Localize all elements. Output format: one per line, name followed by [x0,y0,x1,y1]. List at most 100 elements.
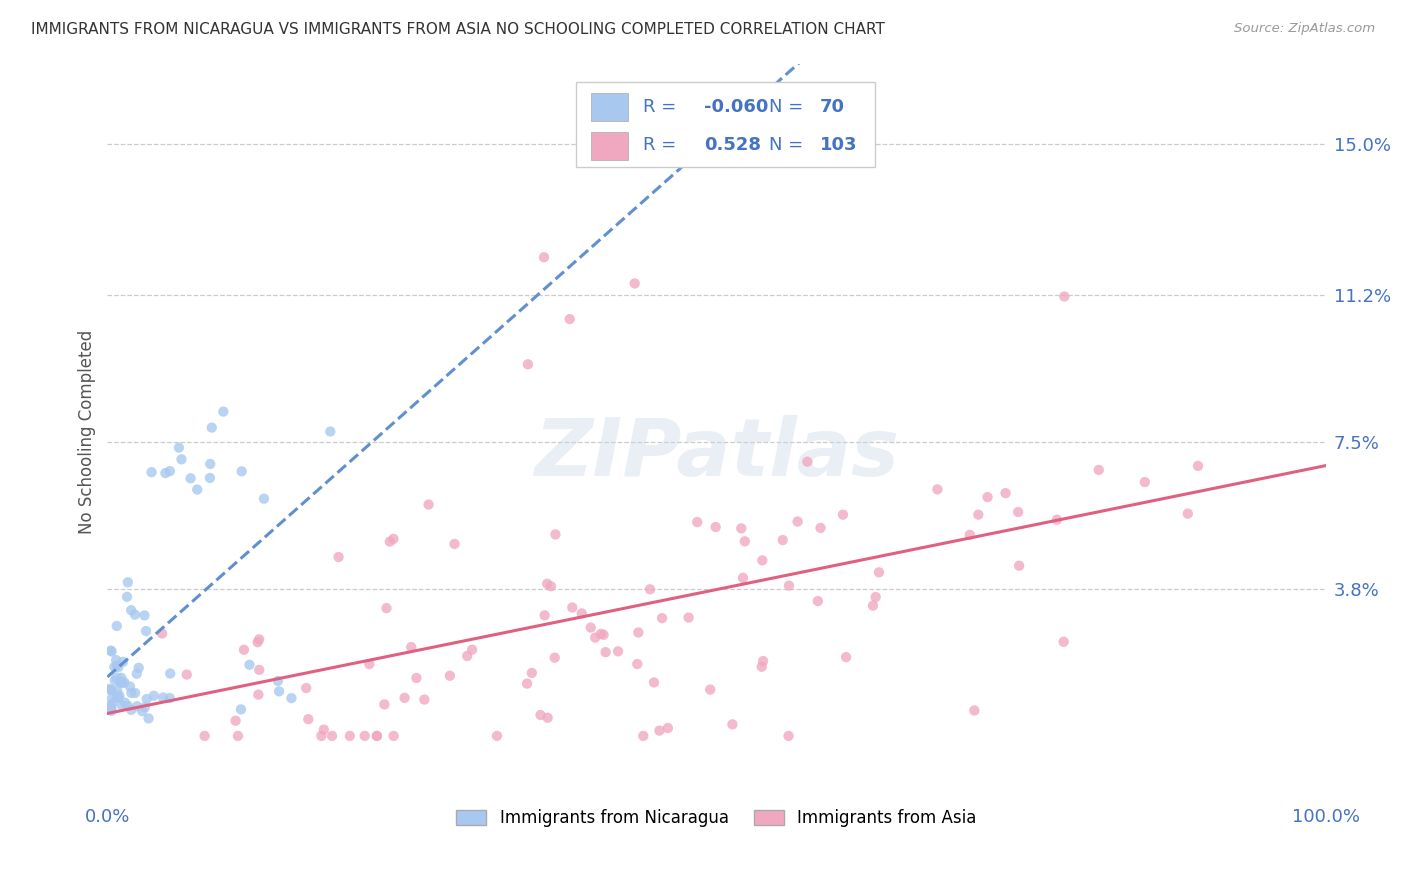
Point [134,700,156,714]
Point [101,697,124,711]
Point [633,729,655,743]
Point [297,712,319,726]
Point [134,608,156,623]
Point [1046,513,1069,527]
Point [359,657,381,671]
Point [1053,634,1076,648]
Point [638,582,661,597]
Point [226,729,249,743]
Text: R =: R = [644,136,676,154]
Point [321,729,343,743]
Point [571,607,593,621]
Point [247,632,270,647]
Point [339,729,361,743]
Point [125,666,148,681]
Point [114,675,136,690]
Point [772,533,794,547]
Point [105,653,128,667]
FancyBboxPatch shape [591,132,627,160]
Point [186,483,208,497]
Text: -0.060: -0.060 [704,98,769,116]
Point [536,576,558,591]
Point [111,675,134,690]
Point [100,702,122,716]
Point [159,666,181,681]
Point [786,515,808,529]
Point [247,663,270,677]
Point [626,657,648,671]
Point [167,441,190,455]
Point [135,624,157,638]
Point [704,520,727,534]
Point [413,692,436,706]
Point [778,579,800,593]
Point [100,704,122,718]
Point [152,690,174,705]
Point [105,658,128,673]
Text: IMMIGRANTS FROM NICARAGUA VS IMMIGRANTS FROM ASIA NO SCHOOLING COMPLETED CORRELA: IMMIGRANTS FROM NICARAGUA VS IMMIGRANTS … [31,22,884,37]
Point [561,600,583,615]
Point [150,626,173,640]
Point [994,486,1017,500]
Point [439,669,461,683]
Point [835,650,858,665]
Point [105,670,128,684]
Point [120,603,142,617]
Point [231,464,253,478]
Point [399,640,422,654]
Point [382,532,405,546]
Point [731,571,754,585]
Point [959,528,981,542]
Point [124,607,146,622]
Point [516,676,538,690]
Point [1087,463,1109,477]
Point [1133,475,1156,489]
Point [311,729,333,743]
Text: 70: 70 [820,98,845,116]
Point [778,729,800,743]
Point [247,688,270,702]
Point [246,635,269,649]
Point [456,648,478,663]
Point [180,471,202,485]
Point [643,675,665,690]
Point [865,590,887,604]
Point [579,621,602,635]
Point [1008,558,1031,573]
Point [105,683,128,698]
Text: N =: N = [769,136,803,154]
Point [796,455,818,469]
Point [558,312,581,326]
Text: 0.528: 0.528 [704,136,761,154]
Point [138,711,160,725]
Point [537,711,560,725]
Point [319,425,342,439]
Point [100,643,122,657]
Point [105,619,128,633]
Point [100,644,122,658]
Point [200,457,222,471]
Point [657,721,679,735]
Point [108,689,131,703]
Point [529,708,551,723]
Point [108,675,131,690]
Point [810,521,832,535]
Point [104,673,127,688]
Point [353,729,375,743]
Point [328,549,350,564]
Point [648,723,671,738]
Point [110,675,132,690]
Point [253,491,276,506]
Point [366,729,388,743]
Point [651,611,673,625]
Point [623,277,645,291]
Point [734,534,756,549]
Point [595,645,617,659]
Point [295,681,318,695]
Legend: Immigrants from Nicaragua, Immigrants from Asia: Immigrants from Nicaragua, Immigrants fr… [449,801,984,835]
Point [128,661,150,675]
Point [516,357,538,371]
Point [963,703,986,717]
Point [201,420,224,434]
Point [699,682,721,697]
